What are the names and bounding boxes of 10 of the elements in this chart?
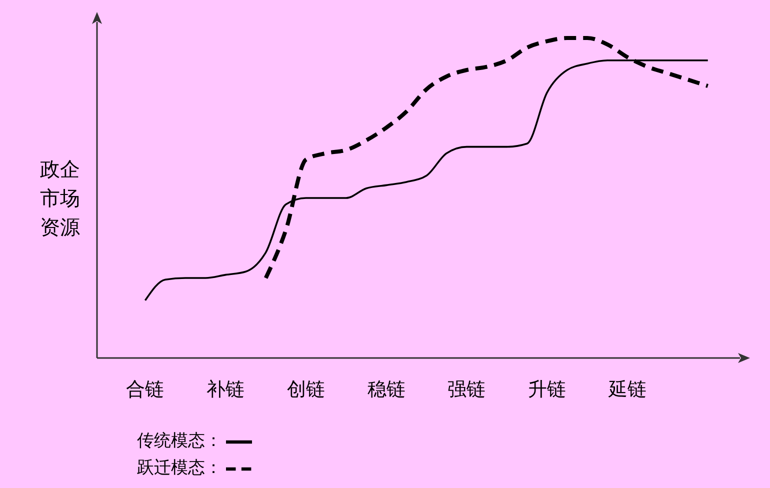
- legend-label: 跃迁模态：: [137, 457, 222, 480]
- x-tick-label: 创链: [286, 378, 325, 400]
- x-tick-label: 稳链: [367, 378, 406, 400]
- x-tick-label: 升链: [528, 378, 566, 400]
- x-tick-label: 延链: [607, 378, 646, 400]
- legend-label: 传统模态：: [137, 430, 222, 453]
- x-tick-label: 合链: [126, 378, 164, 400]
- y-axis-title: 政企市场资源: [40, 156, 80, 241]
- x-tick-label: 补链: [206, 378, 245, 400]
- x-tick-label: 强链: [448, 378, 486, 400]
